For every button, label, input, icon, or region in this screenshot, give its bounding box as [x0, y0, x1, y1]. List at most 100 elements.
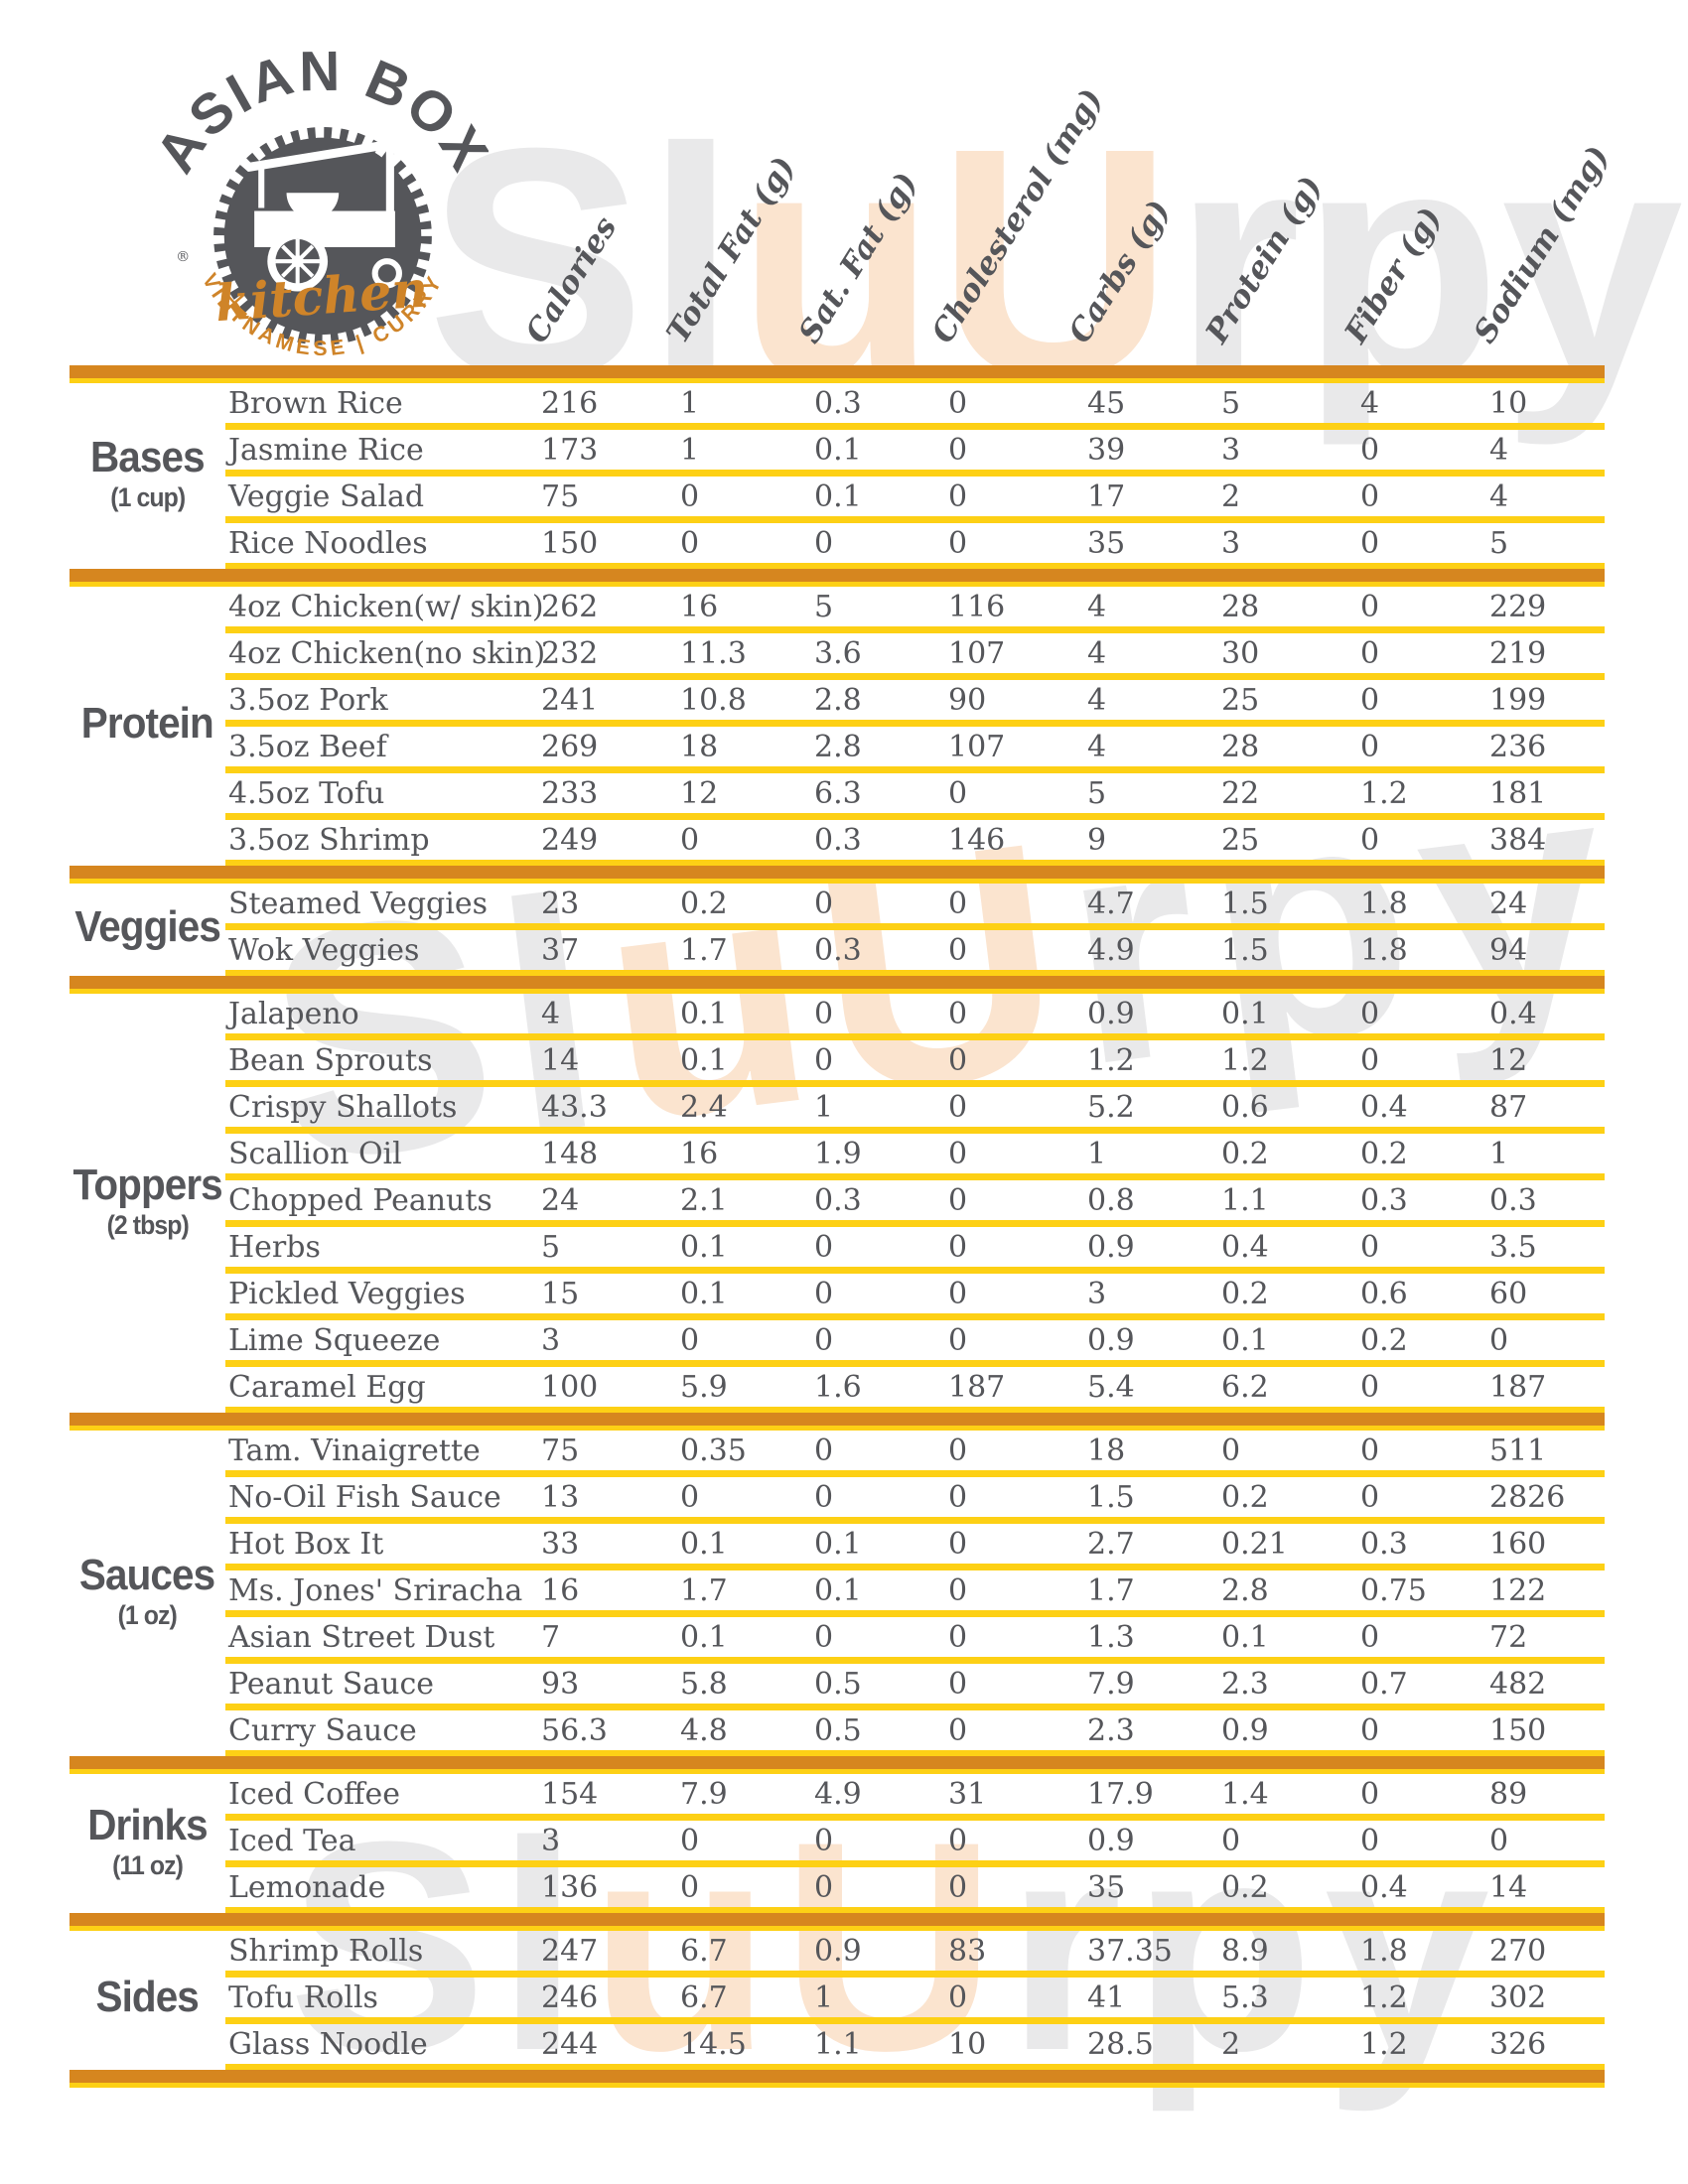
table-row: Steamed Veggies 23 0.2 0 0 4.7 1.5 1.8 24: [70, 884, 1605, 923]
item-value: 146: [948, 822, 1006, 858]
item-value: 1: [1489, 1136, 1509, 1171]
item-value: 4: [1489, 432, 1509, 468]
item-value: 31: [948, 1776, 987, 1812]
item-name: Crispy Shallots: [228, 1089, 458, 1125]
item-value: 0: [1360, 1823, 1380, 1858]
divider-yellow-top: [225, 1407, 1605, 1413]
item-name: 4oz Chicken(w/ skin): [228, 589, 544, 624]
item-value: 0.1: [680, 1619, 728, 1655]
item-value: 0: [948, 1479, 968, 1515]
item-value: 12: [1489, 1042, 1528, 1078]
item-value: 18: [1087, 1433, 1126, 1468]
item-value: 0.3: [1489, 1182, 1537, 1218]
table-row: Wok Veggies 37 1.7 0.3 0 4.9 1.5 1.8 94: [70, 930, 1605, 970]
registered-mark: ®: [176, 249, 190, 265]
item-value: 0.21: [1221, 1526, 1288, 1562]
table-row: No-Oil Fish Sauce 13 0 0 0 1.5 0.2 0 2826: [70, 1477, 1605, 1517]
item-value: 0.3: [1360, 1526, 1408, 1562]
item-value: 0.1: [1221, 1322, 1269, 1358]
section-sides: Sides Shrimp Rolls 247 6.7 0.9 83 37.35 8.9 1.8 2…: [70, 1931, 1605, 2064]
item-value: 0: [814, 1276, 834, 1311]
item-name: Iced Tea: [228, 1823, 356, 1858]
divider-yellow-bottom: [70, 2083, 1605, 2088]
column-header-7: Sodium (mg): [1467, 139, 1618, 349]
item-value: 18: [680, 729, 719, 764]
item-value: 37.35: [1087, 1933, 1173, 1969]
item-value: 187: [1489, 1369, 1547, 1405]
item-value: 0: [948, 1433, 968, 1468]
column-header-6: Fiber (g): [1337, 201, 1450, 349]
section-subtitle: (1 oz): [117, 1599, 178, 1630]
item-value: 0.1: [680, 1526, 728, 1562]
table-row: 4.5oz Tofu 233 12 6.3 0 5 22 1.2 181: [70, 773, 1605, 813]
item-value: 0: [1221, 1823, 1241, 1858]
item-value: 0: [1360, 478, 1380, 514]
item-value: 0: [814, 1229, 834, 1265]
item-value: 302: [1489, 1979, 1547, 2015]
item-name: Lemonade: [228, 1869, 386, 1905]
item-name: Steamed Veggies: [228, 886, 489, 921]
item-value: 247: [541, 1933, 599, 1969]
table-row: Curry Sauce 56.3 4.8 0.5 0 2.3 0.9 0 150: [70, 1710, 1605, 1750]
item-value: 511: [1489, 1433, 1547, 1468]
item-value: 0.75: [1360, 1572, 1427, 1608]
item-value: 0: [948, 1136, 968, 1171]
table-row: Iced Coffee 154 7.9 4.9 31 17.9 1.4 0 89: [70, 1774, 1605, 1814]
item-value: 0: [948, 932, 968, 968]
item-value: 4.7: [1087, 886, 1135, 921]
row-separator: [225, 1267, 1605, 1274]
item-value: 1.4: [1221, 1776, 1269, 1812]
column-header-1: Total Fat (g): [659, 150, 803, 349]
divider-yellow-bottom: [70, 879, 1605, 884]
item-value: 7.9: [1087, 1666, 1135, 1702]
item-value: 24: [1489, 886, 1528, 921]
item-value: 6.3: [814, 775, 862, 811]
item-value: 0: [948, 1666, 968, 1702]
item-value: 1.1: [1221, 1182, 1269, 1218]
row-separator: [225, 923, 1605, 930]
item-value: 2.8: [814, 682, 862, 718]
divider-orange-bar: [70, 1756, 1605, 1769]
item-value: 8.9: [1221, 1933, 1269, 1969]
item-name: Herbs: [228, 1229, 321, 1265]
item-value: 28.5: [1087, 2026, 1154, 2062]
section-label-toppers: Toppers (2 tbsp): [70, 994, 225, 1407]
item-value: 17.9: [1087, 1776, 1154, 1812]
item-value: 14.5: [680, 2026, 747, 2062]
item-value: 1.3: [1087, 1619, 1135, 1655]
item-value: 41: [1087, 1979, 1126, 2015]
section-veggies: Veggies Steamed Veggies 23 0.2 0 0 4.7 1.5 1.8 24…: [70, 884, 1605, 970]
item-value: 1.5: [1221, 932, 1269, 968]
section-divider: [70, 1750, 1605, 1774]
item-value: 30: [1221, 635, 1260, 671]
item-name: Jasmine Rice: [228, 432, 424, 468]
divider-orange-bar: [70, 866, 1605, 879]
item-value: 3: [541, 1823, 561, 1858]
section-drinks: Drinks (11 oz) Iced Coffee 154 7.9 4.9 31 17.9 1…: [70, 1774, 1605, 1907]
item-value: 0.1: [1221, 996, 1269, 1031]
item-name: 3.5oz Beef: [228, 729, 387, 764]
table-row: 4oz Chicken(no skin) 232 11.3 3.6 107 4 30 0 219: [70, 633, 1605, 673]
item-value: 0.1: [814, 1572, 862, 1608]
table-row: Iced Tea 3 0 0 0 0.9 0 0 0: [70, 1821, 1605, 1860]
table-row: Jasmine Rice 173 1 0.1 0 39 3 0 4: [70, 430, 1605, 470]
item-value: 0: [814, 1619, 834, 1655]
item-value: 16: [680, 1136, 719, 1171]
row-separator: [225, 1080, 1605, 1087]
item-value: 94: [1489, 932, 1528, 968]
divider-yellow-top: [225, 563, 1605, 569]
row-separator: [225, 516, 1605, 523]
item-value: 100: [541, 1369, 599, 1405]
item-value: 1.5: [1087, 1479, 1135, 1515]
item-value: 4.9: [814, 1776, 862, 1812]
item-value: 0.2: [1360, 1322, 1408, 1358]
item-value: 0: [814, 996, 834, 1031]
item-value: 0: [1360, 1369, 1380, 1405]
item-name: Bean Sprouts: [228, 1042, 433, 1078]
item-value: 0.1: [680, 1276, 728, 1311]
item-value: 0.4: [1360, 1089, 1408, 1125]
item-value: 2.3: [1221, 1666, 1269, 1702]
item-value: 173: [541, 432, 599, 468]
item-value: 5.2: [1087, 1089, 1135, 1125]
item-value: 0: [948, 1276, 968, 1311]
